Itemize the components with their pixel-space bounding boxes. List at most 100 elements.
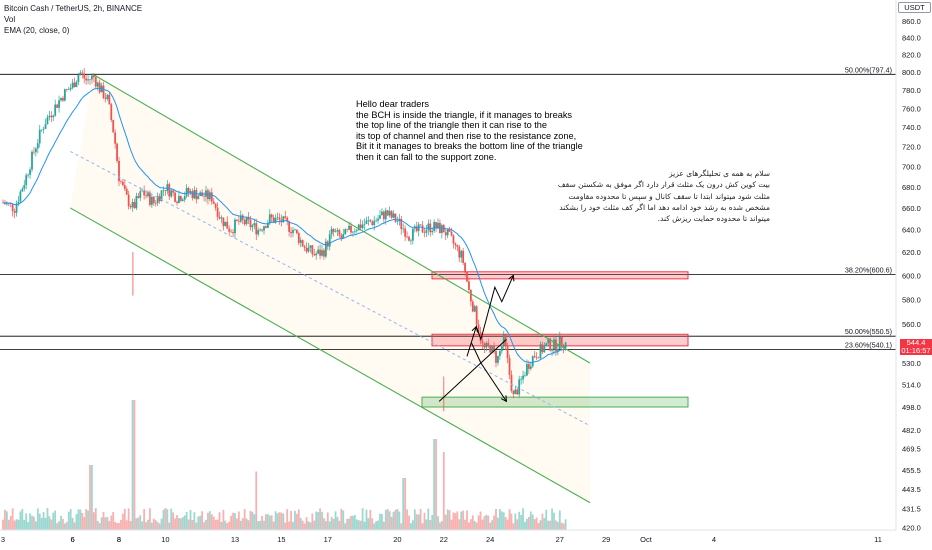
candle-body <box>102 85 105 98</box>
volume-bar <box>429 520 432 530</box>
candle-body <box>210 192 213 202</box>
price-tick-label: 514.0 <box>902 381 921 390</box>
volume-bar <box>537 522 540 530</box>
volume-bar <box>33 516 35 530</box>
candle-body <box>442 225 445 233</box>
candle-body <box>497 355 499 363</box>
candle-body <box>520 379 523 380</box>
volume-bar <box>284 522 287 530</box>
volume-bar <box>392 511 395 530</box>
volume-bar <box>168 522 171 530</box>
volume-bar <box>40 517 43 530</box>
candle-body <box>328 234 331 247</box>
candle-body <box>411 228 414 241</box>
volume-bar <box>369 509 372 530</box>
volume-bar <box>342 510 345 530</box>
volume-bar <box>456 511 459 530</box>
candle-body <box>396 221 399 222</box>
candle-body <box>537 357 540 359</box>
candle-body <box>338 230 341 236</box>
price-tick-label: 431.5 <box>902 504 921 513</box>
volume-bar <box>411 520 414 530</box>
volume-bar <box>556 521 559 530</box>
volume-bar <box>243 509 246 530</box>
volume-bar <box>535 517 538 530</box>
volume-bar <box>386 509 389 530</box>
volume-bar <box>315 511 318 530</box>
candle-body <box>468 281 470 290</box>
volume-bar <box>381 513 383 530</box>
candle-body <box>427 223 430 230</box>
candle-body <box>319 249 321 256</box>
volume-bar <box>529 511 532 530</box>
price-tick-label: 780.0 <box>902 86 921 95</box>
candle-body <box>311 245 314 255</box>
price-tick-label: 560.0 <box>902 320 921 329</box>
candle-body <box>493 345 495 352</box>
volume-bar <box>290 510 292 530</box>
volume-bar <box>156 522 159 530</box>
candle-body <box>392 213 395 218</box>
volume-bar <box>348 518 350 530</box>
volume-bar <box>328 521 331 530</box>
volume-bar <box>63 523 66 530</box>
volume-bar <box>91 465 93 530</box>
volume-bar <box>65 521 68 530</box>
candle-body <box>479 332 482 341</box>
volume-bar <box>34 521 37 530</box>
volume-bar <box>396 508 399 530</box>
volume-bar <box>100 517 103 530</box>
candle-body <box>487 342 490 346</box>
volume-bar <box>270 515 273 530</box>
candle-body <box>448 229 451 232</box>
currency-tag[interactable]: USDT <box>898 2 931 13</box>
volume-bar <box>230 515 233 530</box>
candle-body <box>433 222 436 231</box>
fib-levels: 50.00%(797.4) 38.20%(600.6) 50.00%(550.5) 2… <box>0 65 896 351</box>
candle-body <box>15 203 18 213</box>
candle-body <box>131 202 134 208</box>
candle-body <box>147 192 149 197</box>
candle-body <box>62 97 64 101</box>
candle-body <box>218 216 221 219</box>
candle-body <box>13 211 16 213</box>
volume-bar <box>355 519 358 530</box>
last-price: 544.4 <box>906 338 926 347</box>
candle-body <box>471 301 474 312</box>
price-tick-label: 740.0 <box>902 123 921 132</box>
candle-body <box>481 340 484 344</box>
volume-bar <box>104 517 107 530</box>
candle-body <box>527 364 530 369</box>
candle-body <box>421 225 424 233</box>
volume-bar <box>466 510 468 530</box>
candle-body <box>278 217 281 220</box>
volume-bar <box>170 508 173 530</box>
price-tick-label: 530.0 <box>902 359 921 368</box>
volume-bar <box>245 518 248 530</box>
candle-body <box>241 215 244 220</box>
volume-bar <box>446 509 449 530</box>
volume-bar <box>139 515 142 530</box>
candle-body <box>25 175 28 186</box>
volume-bar <box>533 519 536 530</box>
candle-body <box>332 229 335 232</box>
candle-body <box>158 196 161 202</box>
candle-body <box>245 217 248 225</box>
volume-bar <box>251 511 254 530</box>
candle-body <box>110 104 113 120</box>
volume-bar <box>79 509 82 530</box>
candle-body <box>239 215 242 222</box>
candle-body <box>558 336 561 350</box>
candle-body <box>232 232 234 234</box>
candle-body <box>408 236 410 241</box>
candle-body <box>195 190 198 200</box>
volume-bar <box>81 512 84 530</box>
volume-bar <box>400 523 403 530</box>
fib-level-label: 50.00%(550.5) <box>845 327 892 336</box>
volume-bar <box>558 510 561 530</box>
candle-body <box>352 231 354 233</box>
volume-bar <box>440 521 443 530</box>
volume-bar <box>510 513 513 530</box>
volume-bar <box>475 522 478 530</box>
